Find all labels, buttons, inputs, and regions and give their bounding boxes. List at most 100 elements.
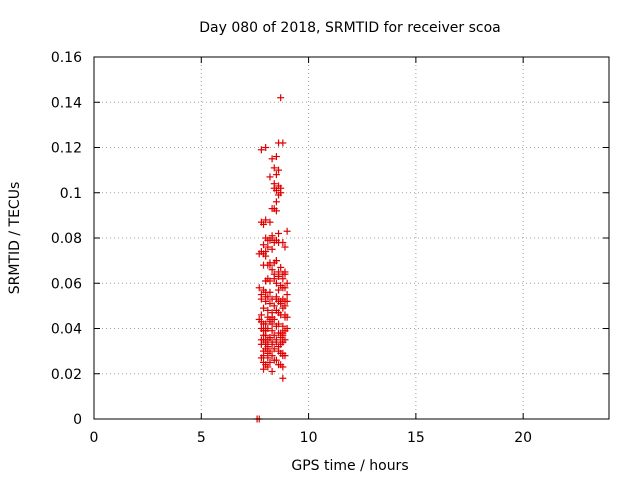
- data-point: [266, 218, 274, 226]
- data-point: [281, 327, 289, 335]
- data-point: [272, 338, 280, 346]
- plot-frame: [93, 56, 610, 420]
- y-tick-label: 0.06: [51, 276, 82, 292]
- data-point: [260, 304, 268, 312]
- data-point: [266, 259, 274, 267]
- data-point: [270, 331, 278, 339]
- data-point: [264, 325, 272, 332]
- data-point: [260, 365, 268, 373]
- data-point: [262, 216, 270, 224]
- y-tick-label: 0.16: [51, 50, 82, 66]
- y-tick-label: 0.12: [51, 141, 82, 157]
- data-point: [270, 302, 278, 310]
- data-point: [272, 171, 280, 179]
- data-point: [262, 293, 270, 301]
- data-point: [281, 284, 289, 292]
- data-point: [262, 252, 270, 260]
- data-point: [275, 272, 283, 280]
- data-point: [281, 268, 289, 276]
- data-point: [264, 243, 272, 251]
- data-point: [266, 347, 274, 355]
- data-point: [279, 304, 287, 312]
- data-point: [268, 327, 276, 335]
- data-point: [275, 229, 283, 237]
- data-point: [268, 352, 276, 360]
- data-point: [262, 331, 270, 339]
- x-tick-label: 15: [407, 430, 425, 446]
- data-point: [266, 358, 274, 366]
- data-point: [275, 286, 283, 294]
- y-tick-label: 0.08: [51, 231, 82, 247]
- y-tick-label: 0.04: [51, 322, 82, 338]
- data-point: [277, 263, 285, 271]
- data-point: [279, 322, 287, 330]
- data-point: [257, 311, 265, 319]
- data-point: [270, 356, 278, 364]
- data-point: [268, 232, 276, 240]
- data-point: [270, 164, 278, 172]
- data-point: [277, 94, 285, 102]
- data-point: [257, 146, 265, 154]
- data-point: [272, 295, 280, 303]
- data-point: [264, 354, 272, 362]
- data-point: [262, 144, 270, 151]
- data-point: [270, 315, 278, 323]
- data-point: [268, 266, 276, 274]
- data-point: [275, 329, 283, 337]
- y-axis-label: SRMTID / TECUs: [7, 182, 23, 295]
- data-point: [268, 245, 276, 253]
- data-point: [266, 300, 274, 308]
- axis-ticks: 0 5 10 15 20 0 0.02 0.04 0.06 0.08 0.1 0.12 0.14 0.16: [51, 50, 609, 446]
- y-tick-label: 0.02: [51, 367, 82, 383]
- data-point: [281, 311, 289, 319]
- grid: [94, 57, 609, 419]
- data-point: [277, 184, 285, 192]
- data-point: [270, 270, 278, 278]
- data-point: [255, 250, 263, 258]
- data-point: [275, 361, 283, 369]
- data-point: [264, 363, 272, 371]
- data-point: [275, 191, 283, 199]
- data-point: [279, 338, 287, 346]
- x-tick-label: 5: [197, 430, 206, 446]
- data-point: [275, 166, 283, 174]
- data-point: [268, 155, 276, 163]
- data-point: [283, 297, 291, 305]
- data-point: [272, 279, 280, 287]
- data-point: [262, 345, 270, 353]
- data-point: [266, 173, 274, 181]
- data-point: [281, 352, 289, 360]
- data-point: [268, 367, 276, 375]
- data-point: [257, 291, 265, 299]
- data-point: [279, 275, 287, 283]
- data-point: [260, 241, 268, 249]
- data-point: [266, 334, 274, 342]
- data-point: [268, 205, 276, 213]
- data-point: [272, 153, 280, 161]
- x-tick-label: 20: [514, 430, 532, 446]
- data-point: [279, 139, 287, 147]
- data-point: [264, 275, 272, 283]
- data-point: [270, 345, 278, 353]
- data-point: [279, 363, 287, 371]
- data-points: [253, 94, 291, 423]
- data-point: [260, 220, 268, 228]
- data-point: [272, 198, 280, 206]
- x-axis-label: GPS time / hours: [291, 458, 408, 474]
- y-tick-label: 0: [73, 412, 82, 428]
- data-point: [283, 227, 291, 235]
- data-point: [281, 243, 289, 251]
- data-point: [262, 320, 270, 328]
- data-point: [268, 340, 276, 348]
- data-point: [266, 288, 274, 296]
- data-point: [272, 257, 280, 265]
- data-point: [270, 184, 278, 192]
- data-point: [272, 207, 280, 215]
- y-tick-label: 0.14: [51, 95, 82, 111]
- data-point: [277, 297, 285, 305]
- data-point: [279, 374, 287, 382]
- data-point: [268, 320, 276, 328]
- data-point: [283, 279, 291, 287]
- chart-title: Day 080 of 2018, SRMTID for receiver sco…: [199, 20, 501, 36]
